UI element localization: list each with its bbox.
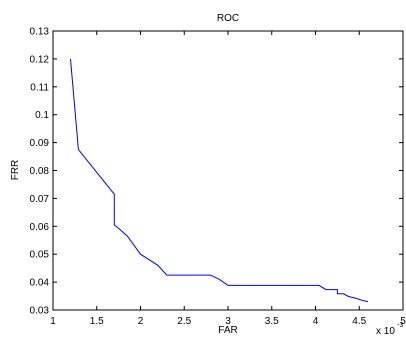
x-axis-label: FAR xyxy=(218,325,237,336)
y-tick-label: 0.03 xyxy=(30,306,50,317)
x-tick-label: 3 xyxy=(225,316,231,327)
x-tick-label: 5 xyxy=(400,316,406,327)
y-tick-label: 0.09 xyxy=(30,138,50,149)
y-tick-label: 0.12 xyxy=(30,54,50,65)
x-tick-label: 4.5 xyxy=(352,316,366,327)
y-tick-label: 0.11 xyxy=(30,82,49,93)
y-tick-label: 0.05 xyxy=(30,250,50,261)
y-tick-label: 0.07 xyxy=(30,194,50,205)
x-axis-multiplier: x 10 xyxy=(376,326,395,337)
x-tick-label: 2.5 xyxy=(177,316,191,327)
y-axis-label: FRR xyxy=(10,160,21,181)
y-tick-label: 0.06 xyxy=(30,222,50,233)
x-tick-label: 2 xyxy=(138,316,144,327)
x-tick-label: 1 xyxy=(50,316,56,327)
y-tick-label: 0.13 xyxy=(30,27,50,38)
x-tick-label: 3.5 xyxy=(265,316,279,327)
x-axis-multiplier-exponent: -3 xyxy=(397,322,403,329)
y-axis-ticks: 0.03 0.04 0.05 0.06 0.07 0.08 0.09 0.1 0.11 0.12 0… xyxy=(30,27,403,317)
y-tick-label: 0.1 xyxy=(35,110,49,121)
y-tick-label: 0.04 xyxy=(30,278,50,289)
chart-title: ROC xyxy=(217,13,239,24)
x-tick-label: 4 xyxy=(313,316,319,327)
x-axis-ticks: 1 1.5 2 2.5 3 3.5 4 4.5 5 xyxy=(50,31,406,327)
series-layer xyxy=(70,58,369,303)
plot-area xyxy=(52,30,404,311)
series-line-0 xyxy=(70,58,369,303)
y-tick-label: 0.08 xyxy=(30,166,50,177)
x-tick-label: 1.5 xyxy=(90,316,104,327)
